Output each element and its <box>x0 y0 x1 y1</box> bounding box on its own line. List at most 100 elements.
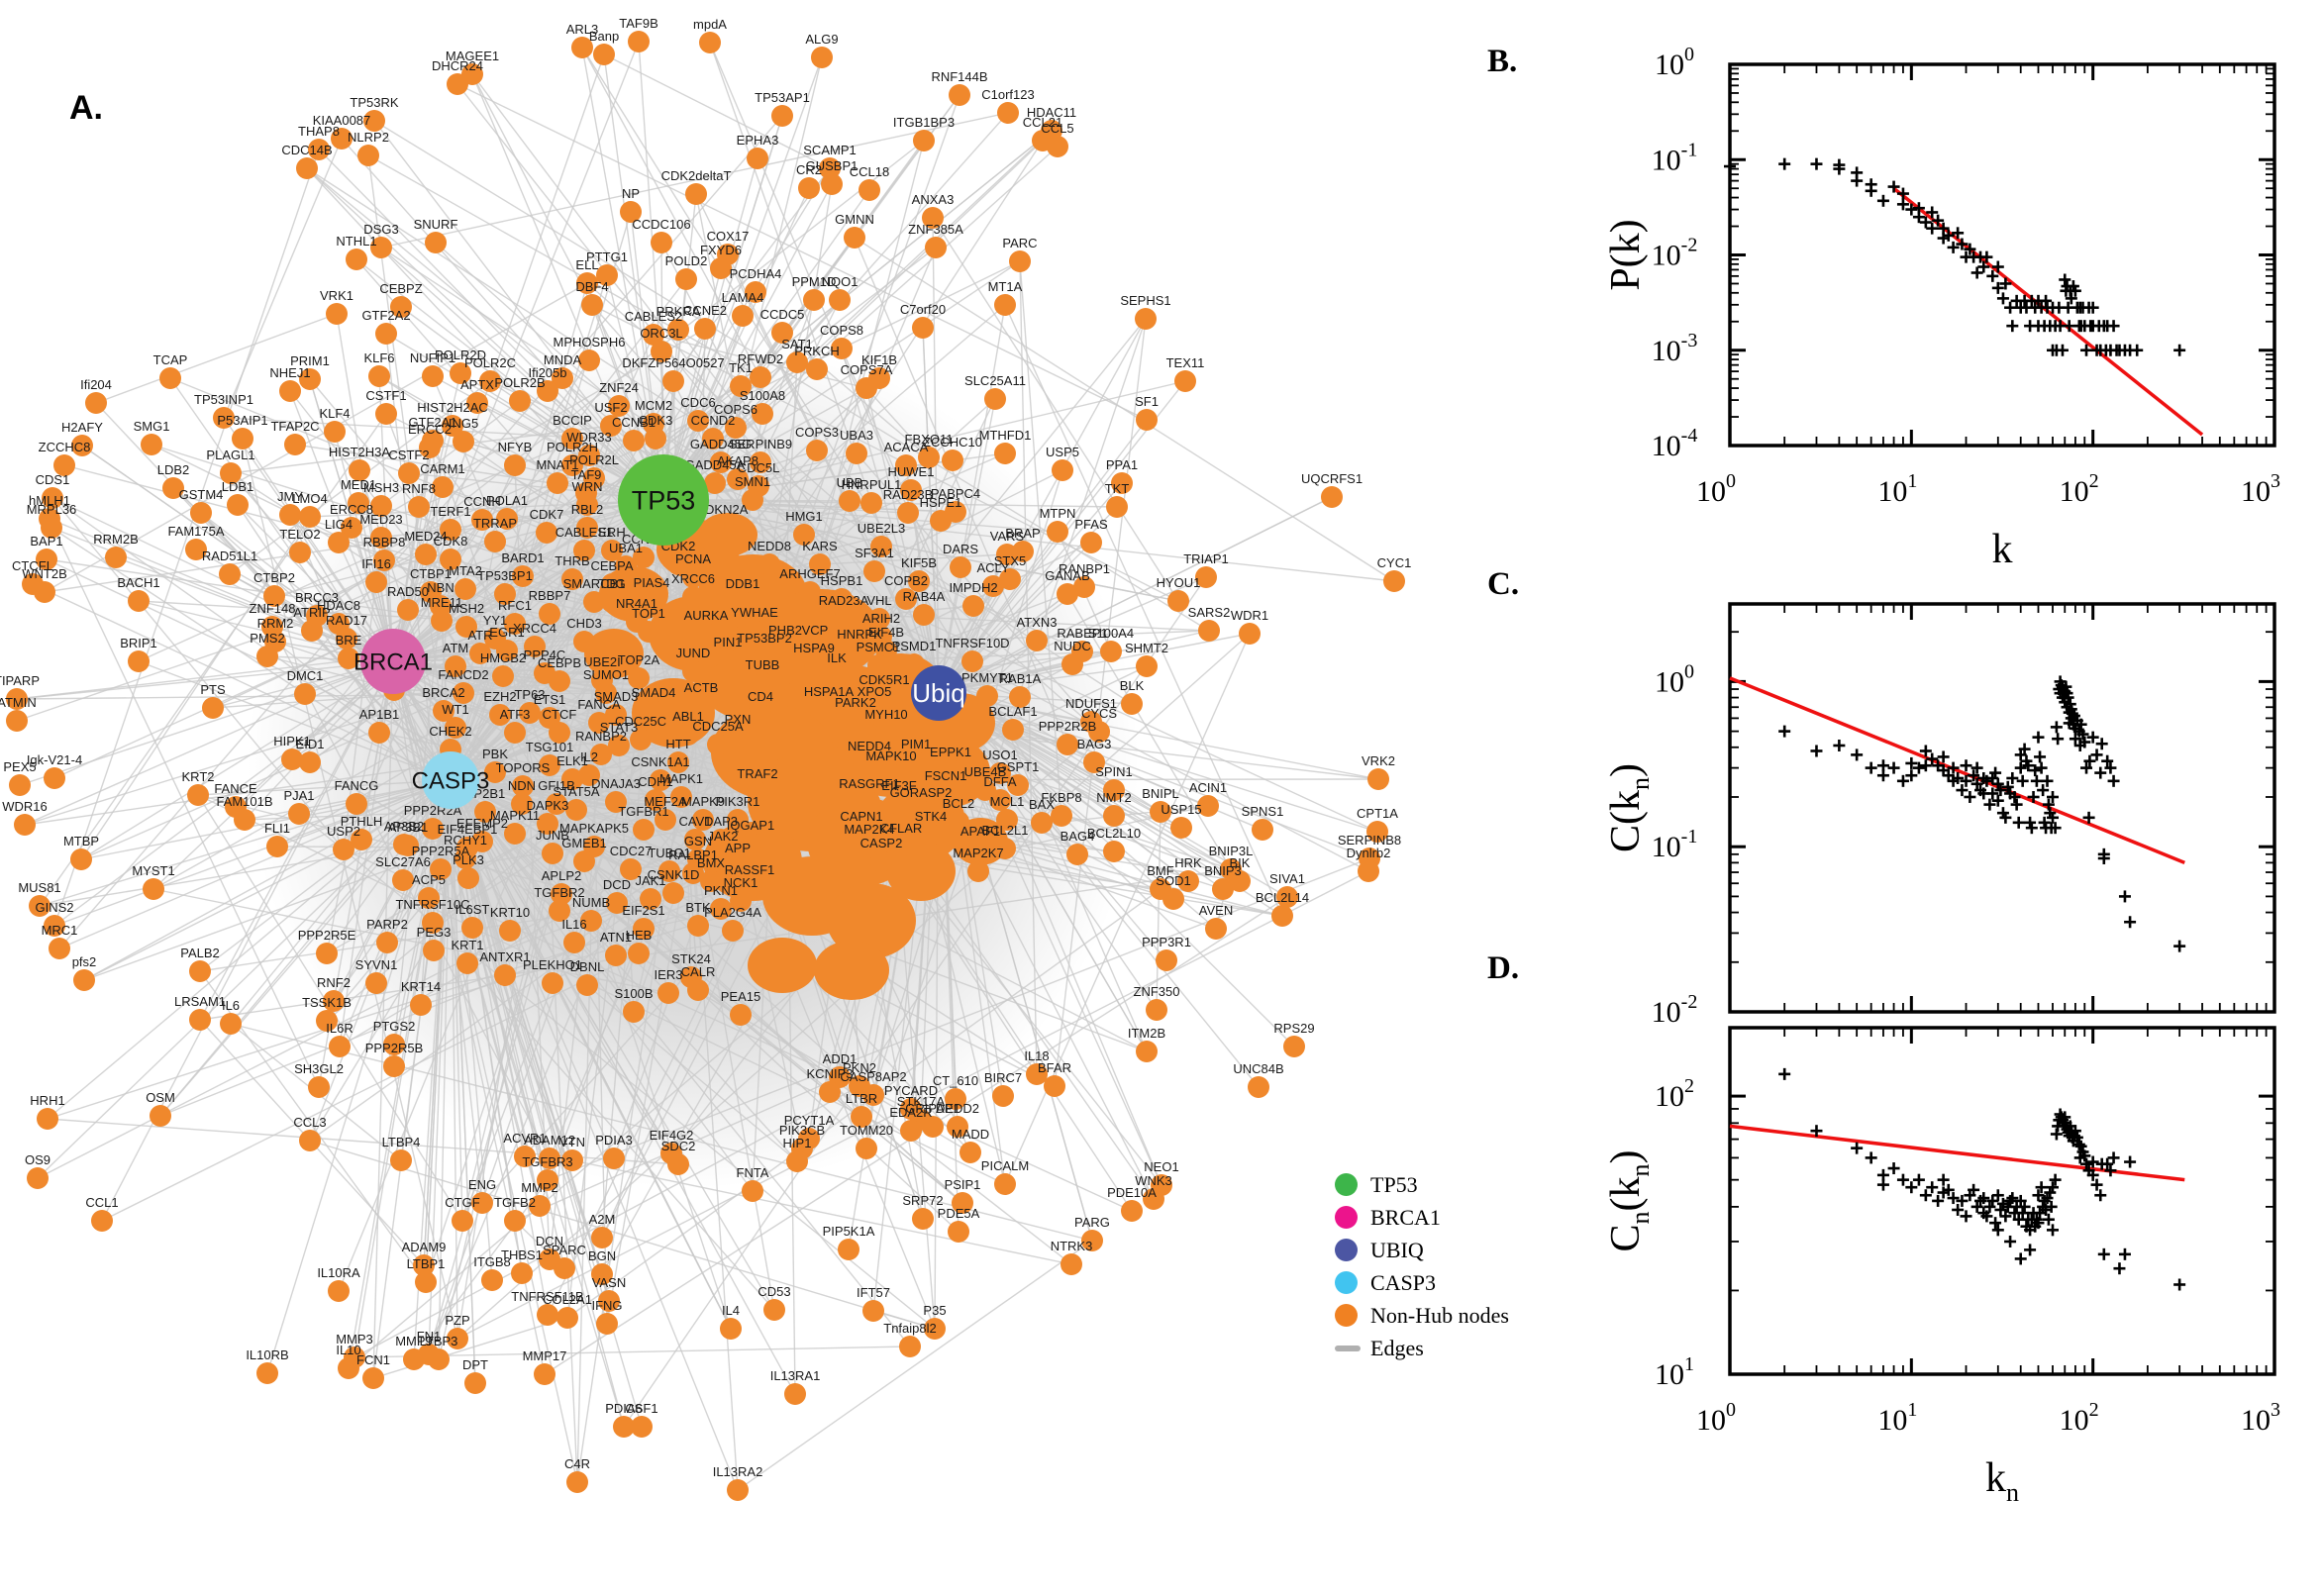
gene-node[interactable] <box>580 910 602 932</box>
gene-node[interactable] <box>699 32 721 53</box>
gene-node[interactable] <box>383 1055 405 1077</box>
gene-node[interactable] <box>803 289 825 311</box>
gene-node[interactable] <box>185 539 207 560</box>
gene-node[interactable] <box>375 403 397 425</box>
gene-node[interactable] <box>328 1280 350 1302</box>
gene-node[interactable] <box>1136 1041 1158 1062</box>
gene-node[interactable] <box>918 447 940 468</box>
gene-node[interactable] <box>542 843 563 864</box>
gene-node[interactable] <box>1103 805 1125 827</box>
gene-node[interactable] <box>299 1130 321 1151</box>
gene-node[interactable] <box>870 536 892 557</box>
gene-node[interactable] <box>415 544 437 565</box>
gene-node[interactable] <box>328 532 350 553</box>
gene-node[interactable] <box>296 157 318 179</box>
gene-node[interactable] <box>1081 1230 1103 1251</box>
gene-node[interactable] <box>549 722 570 744</box>
gene-node[interactable] <box>299 506 321 528</box>
gene-node[interactable] <box>514 1146 536 1167</box>
gene-node[interactable] <box>232 428 253 449</box>
gene-node[interactable] <box>70 848 92 870</box>
gene-node[interactable] <box>576 974 598 996</box>
gene-node[interactable] <box>1057 583 1078 605</box>
gene-node[interactable] <box>596 1313 618 1335</box>
gene-node[interactable] <box>333 839 354 860</box>
gene-node[interactable] <box>641 590 662 612</box>
gene-node[interactable] <box>561 568 583 590</box>
gene-node[interactable] <box>730 1004 752 1026</box>
gene-node[interactable] <box>452 1210 473 1232</box>
gene-node[interactable] <box>601 573 623 595</box>
gene-node[interactable] <box>1162 888 1184 910</box>
gene-node[interactable] <box>623 430 645 451</box>
gene-node[interactable] <box>804 638 826 659</box>
gene-node[interactable] <box>552 367 573 389</box>
gene-node[interactable] <box>603 1147 625 1169</box>
gene-node[interactable] <box>750 366 771 388</box>
gene-node[interactable] <box>1009 686 1031 708</box>
gene-node[interactable] <box>489 704 511 726</box>
gene-node[interactable] <box>44 767 65 789</box>
gene-node[interactable] <box>504 823 526 845</box>
gene-node[interactable] <box>662 882 684 904</box>
gene-node[interactable] <box>524 636 546 657</box>
gene-node[interactable] <box>730 375 752 397</box>
gene-node[interactable] <box>1143 1188 1164 1210</box>
gene-node[interactable] <box>362 1367 384 1389</box>
gene-node[interactable] <box>423 940 445 961</box>
hub-node-tp53[interactable] <box>618 454 709 546</box>
gene-node[interactable] <box>1150 801 1171 823</box>
gene-node[interactable] <box>667 751 689 773</box>
gene-node[interactable] <box>913 130 935 151</box>
gene-node[interactable] <box>365 972 387 994</box>
gene-node[interactable] <box>1198 620 1220 642</box>
gene-node[interactable] <box>952 1192 973 1214</box>
gene-node[interactable] <box>578 764 600 786</box>
gene-node[interactable] <box>996 544 1018 565</box>
gene-node[interactable] <box>511 793 533 815</box>
gene-node[interactable] <box>913 604 935 626</box>
gene-node[interactable] <box>34 581 55 603</box>
gene-node[interactable] <box>628 943 650 964</box>
gene-node[interactable] <box>549 900 570 922</box>
gene-node[interactable] <box>294 683 316 705</box>
gene-node[interactable] <box>368 365 390 387</box>
gene-node[interactable] <box>220 1013 242 1035</box>
gene-node[interactable] <box>27 1167 49 1189</box>
gene-node[interactable] <box>935 783 957 805</box>
gene-node[interactable] <box>431 610 453 632</box>
gene-node[interactable] <box>596 264 618 286</box>
gene-node[interactable] <box>1358 860 1379 882</box>
gene-node[interactable] <box>682 566 704 588</box>
gene-node[interactable] <box>605 704 627 726</box>
gene-node[interactable] <box>128 590 150 612</box>
gene-node[interactable] <box>992 1085 1014 1107</box>
gene-node[interactable] <box>324 421 346 443</box>
gene-node[interactable] <box>651 341 672 362</box>
gene-node[interactable] <box>432 476 454 498</box>
gene-node[interactable] <box>903 653 925 675</box>
gene-node[interactable] <box>496 640 518 661</box>
gene-node[interactable] <box>711 517 733 539</box>
gene-node[interactable] <box>1088 721 1110 743</box>
gene-node[interactable] <box>910 800 932 822</box>
gene-node[interactable] <box>774 638 796 659</box>
gene-node[interactable] <box>189 1009 211 1031</box>
gene-node[interactable] <box>846 443 867 464</box>
gene-node[interactable] <box>299 751 321 773</box>
gene-node[interactable] <box>667 319 689 341</box>
gene-node[interactable] <box>430 858 452 880</box>
gene-node[interactable] <box>675 268 697 290</box>
gene-node[interactable] <box>288 803 310 825</box>
gene-node[interactable] <box>519 702 541 724</box>
gene-node[interactable] <box>440 549 461 570</box>
gene-node[interactable] <box>677 724 699 746</box>
gene-node[interactable] <box>1136 409 1158 431</box>
gene-node[interactable] <box>880 763 902 785</box>
gene-node[interactable] <box>1197 795 1219 817</box>
gene-node[interactable] <box>645 789 666 811</box>
gene-node[interactable] <box>1229 870 1251 892</box>
gene-node[interactable] <box>573 850 595 872</box>
gene-node[interactable] <box>576 494 598 516</box>
gene-node[interactable] <box>466 392 488 414</box>
